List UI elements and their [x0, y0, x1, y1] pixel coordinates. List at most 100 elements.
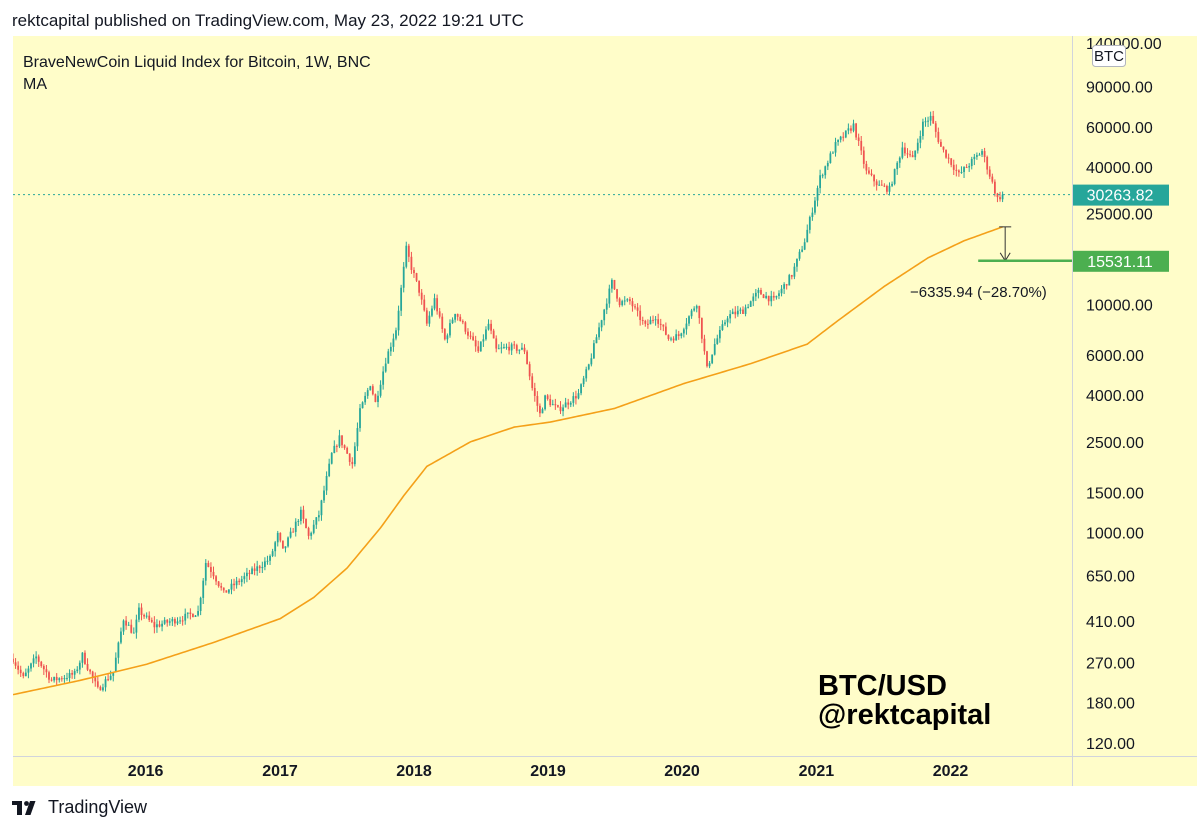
candle-body [780, 288, 783, 294]
candle [140, 603, 143, 621]
candle [215, 575, 217, 586]
candle [883, 183, 886, 188]
candle [467, 328, 469, 340]
candle [482, 334, 485, 347]
candle-body [513, 344, 516, 346]
candle [808, 215, 811, 234]
candle-body [364, 395, 367, 403]
candle-body [932, 115, 935, 124]
candle [405, 241, 408, 269]
candle [284, 546, 287, 553]
candle [423, 294, 426, 312]
candle-body [922, 121, 924, 137]
candle [685, 317, 688, 335]
candle-body [287, 537, 289, 547]
candle-body [896, 162, 899, 170]
price-tick-label: 90000.00 [1086, 80, 1153, 97]
chart-panel[interactable]: −6335.94 (−28.70%) 140000.00 90000.00 6000… [13, 36, 1197, 786]
price-range-measure[interactable]: −6335.94 (−28.70%) [910, 226, 1072, 301]
candle [189, 608, 192, 620]
price-axis-background[interactable] [1072, 36, 1197, 756]
candle [387, 348, 390, 364]
candle-body [508, 346, 510, 351]
candle [384, 357, 387, 373]
candle [122, 619, 125, 635]
candle [554, 398, 557, 410]
candle-body [84, 652, 86, 665]
candle-body [63, 678, 66, 680]
candle [356, 422, 359, 452]
candle [616, 288, 618, 302]
candle-body [24, 672, 27, 677]
candle-body [302, 509, 305, 519]
time-axis-background[interactable] [13, 756, 1072, 786]
candle [158, 620, 161, 628]
candle [251, 566, 253, 575]
candle [510, 342, 513, 355]
candle [377, 390, 379, 408]
candle-body [970, 159, 973, 167]
candle [289, 527, 292, 539]
candle-body [978, 154, 981, 156]
candle-body [120, 631, 122, 643]
candle [878, 180, 881, 186]
candle [428, 311, 431, 327]
price-tick-label: 2500.00 [1086, 435, 1144, 452]
candle [60, 676, 63, 682]
legend-symbol[interactable]: BraveNewCoin Liquid Index for Bitcoin, 1… [23, 54, 371, 71]
candle [942, 146, 945, 153]
price-tick-label: 650.00 [1086, 568, 1135, 585]
candle [796, 258, 798, 272]
candle-body [955, 169, 958, 171]
candle [328, 458, 331, 478]
candle [965, 164, 968, 169]
candle [775, 295, 778, 300]
candle [611, 278, 613, 293]
candle-body [192, 613, 194, 617]
candle [880, 179, 883, 186]
candle-body [891, 183, 893, 186]
candle-body [611, 279, 613, 289]
candle [325, 471, 328, 495]
candle [235, 576, 238, 589]
candle [145, 612, 148, 619]
candle [425, 307, 428, 326]
candle [454, 313, 457, 323]
price-chart[interactable]: −6335.94 (−28.70%) 140000.0090000.006000… [13, 36, 1197, 786]
candle [210, 562, 212, 578]
candle [919, 130, 922, 149]
candle-body [711, 354, 714, 364]
candle-body [528, 364, 531, 377]
candle-body [279, 532, 282, 541]
candle-body [916, 142, 919, 151]
candle-body [593, 343, 595, 359]
candle-body [431, 308, 433, 316]
candle-body [510, 344, 513, 351]
candle-body [554, 404, 557, 406]
candle-body [258, 566, 261, 569]
candle [628, 296, 631, 305]
candle [192, 613, 194, 618]
candle-body [981, 151, 983, 155]
candle-body [603, 309, 606, 321]
legend-indicator[interactable]: MA [23, 76, 47, 93]
candle [600, 319, 603, 332]
candle-body [114, 657, 117, 673]
candle-body [132, 632, 135, 634]
candle-body [351, 461, 354, 465]
candle [546, 394, 549, 401]
candle [186, 612, 189, 619]
candle-body [760, 290, 762, 295]
candle-body [626, 299, 629, 301]
candle [688, 315, 690, 327]
target-price-label: 15531.11 [1072, 250, 1169, 272]
candle [369, 385, 372, 391]
candle-body [772, 295, 775, 298]
price-tick-label: 40000.00 [1086, 160, 1153, 177]
candle-body [243, 576, 246, 580]
candle-body [616, 289, 618, 299]
footer-brand[interactable]: TradingView [12, 797, 147, 818]
candle-body [55, 676, 58, 681]
candle [194, 614, 197, 618]
candle-body [996, 193, 999, 198]
